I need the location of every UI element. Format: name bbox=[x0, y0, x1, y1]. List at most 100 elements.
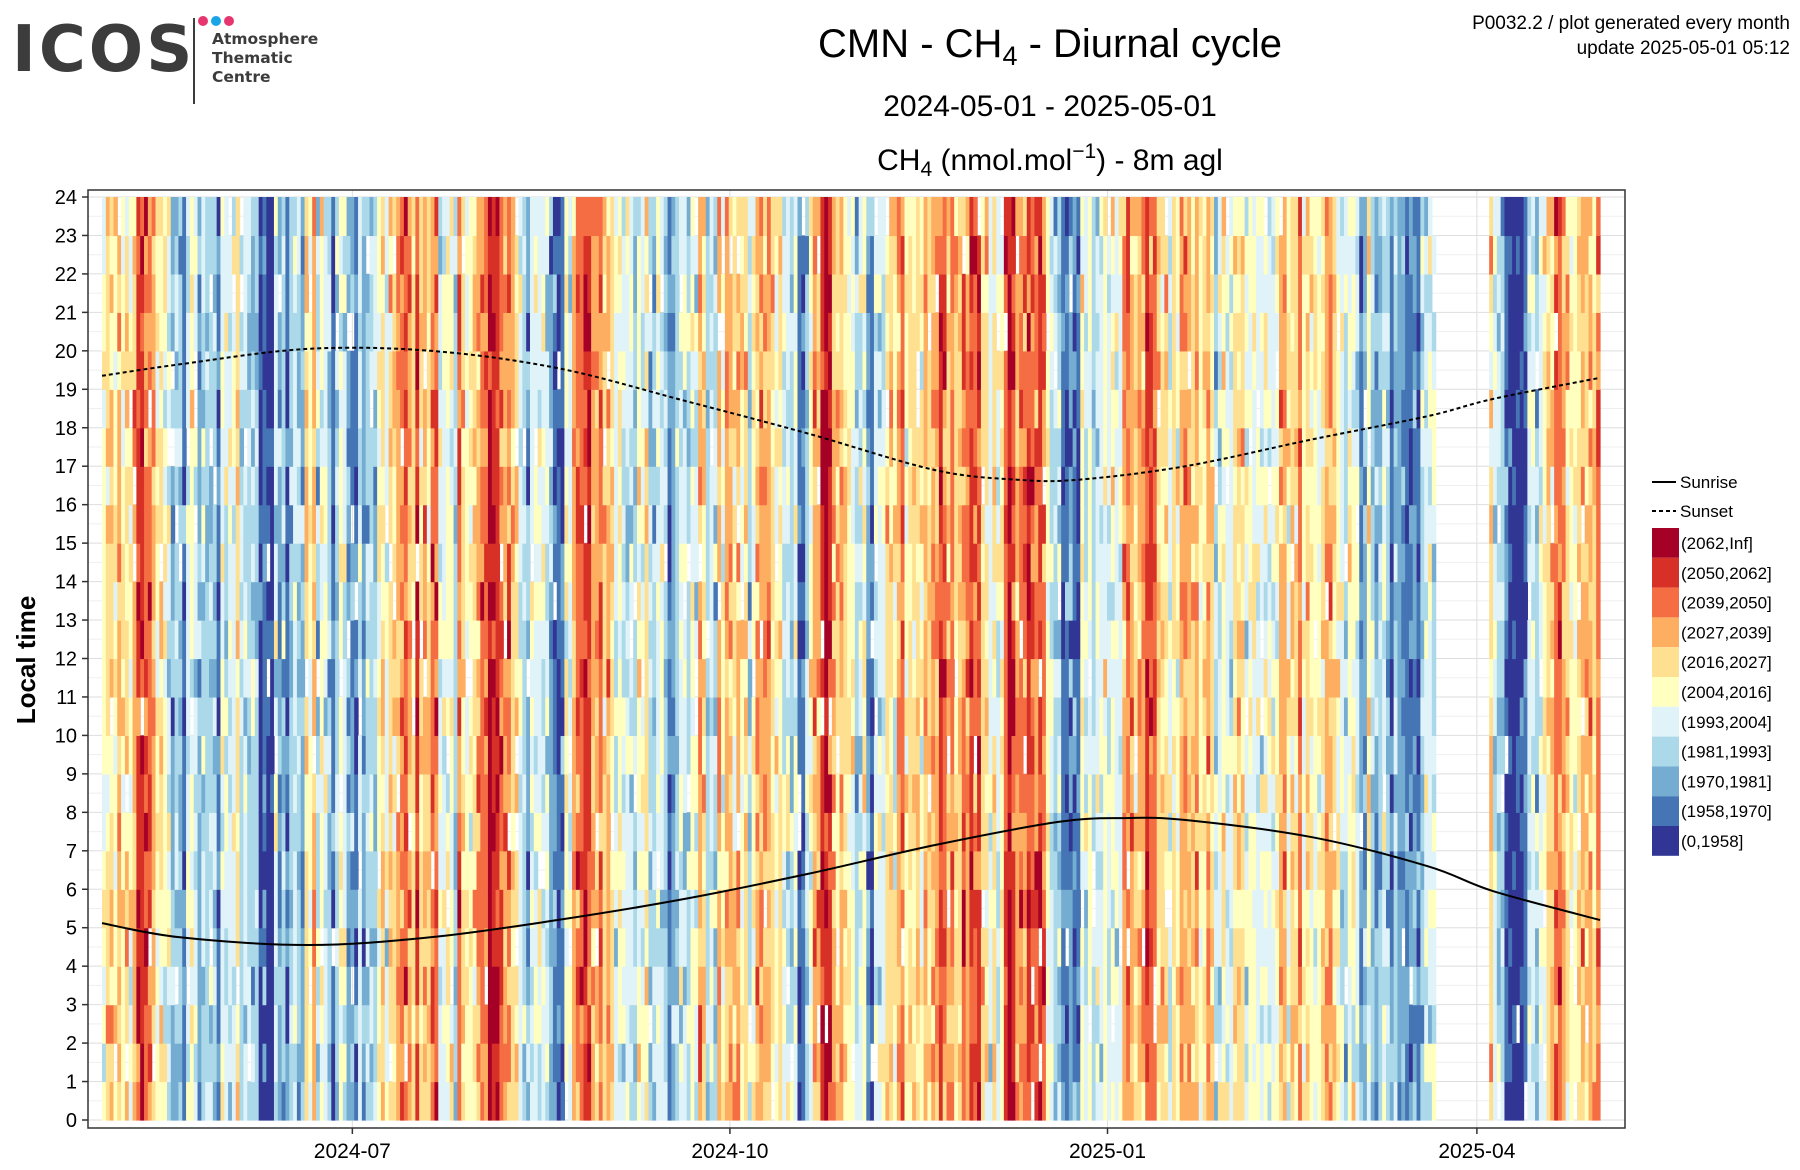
heatmap-cell bbox=[400, 1004, 405, 1044]
heatmap-cell bbox=[170, 235, 176, 275]
heatmap-cell bbox=[541, 620, 546, 660]
heatmap-cell bbox=[449, 543, 455, 583]
heatmap-cell bbox=[659, 850, 665, 890]
heatmap-cell bbox=[579, 927, 585, 967]
heatmap-cell bbox=[423, 620, 428, 660]
heatmap-cell bbox=[854, 197, 860, 237]
heatmap-cell bbox=[763, 504, 768, 544]
heatmap-cell bbox=[419, 504, 424, 544]
heatmap-cell bbox=[701, 581, 707, 621]
heatmap-cell bbox=[629, 927, 634, 967]
heatmap-cell bbox=[663, 312, 669, 352]
heatmap-cell bbox=[652, 197, 657, 237]
heatmap-cell bbox=[300, 889, 306, 929]
heatmap-cell bbox=[358, 620, 363, 660]
heatmap-cell bbox=[338, 696, 344, 737]
heatmap-cell bbox=[908, 1081, 913, 1121]
heatmap-cell bbox=[782, 543, 787, 583]
heatmap-cell bbox=[144, 812, 149, 852]
heatmap-cell bbox=[793, 504, 799, 544]
heatmap-cell bbox=[858, 620, 864, 660]
heatmap-cell bbox=[220, 389, 225, 429]
heatmap-cell bbox=[411, 927, 416, 967]
heatmap-cell bbox=[445, 927, 451, 967]
heatmap-cell bbox=[419, 658, 424, 698]
heatmap-cell bbox=[182, 658, 187, 698]
heatmap-cell bbox=[591, 235, 596, 275]
heatmap-cell bbox=[862, 543, 867, 583]
heatmap-cell bbox=[296, 350, 302, 390]
heatmap-cell bbox=[170, 1081, 176, 1121]
heatmap-cell bbox=[518, 696, 523, 737]
heatmap-cell bbox=[281, 350, 287, 390]
heatmap-cell bbox=[572, 543, 577, 583]
heatmap-cell bbox=[724, 235, 730, 275]
heatmap-cell bbox=[686, 350, 692, 390]
heatmap-cell bbox=[251, 812, 256, 852]
heatmap-cell bbox=[717, 812, 722, 852]
heatmap-cell bbox=[583, 735, 588, 775]
heatmap-cell bbox=[728, 427, 734, 467]
heatmap-cell bbox=[323, 273, 329, 313]
heatmap-cell bbox=[828, 197, 833, 237]
heatmap-cell bbox=[377, 620, 382, 660]
heatmap-cell bbox=[102, 350, 107, 390]
heatmap-cell bbox=[396, 1081, 401, 1121]
heatmap-cell bbox=[163, 927, 168, 967]
heatmap-cell bbox=[266, 1043, 271, 1083]
heatmap-cell bbox=[457, 850, 462, 890]
heatmap-cell bbox=[140, 235, 145, 275]
heatmap-cell bbox=[503, 350, 508, 390]
heatmap-cell bbox=[671, 427, 676, 467]
heatmap-cell bbox=[721, 620, 726, 660]
heatmap-cell bbox=[778, 235, 783, 275]
heatmap-cell bbox=[151, 466, 157, 506]
heatmap-cell bbox=[472, 504, 478, 544]
heatmap-cell bbox=[789, 850, 795, 890]
heatmap-cell bbox=[893, 350, 898, 390]
heatmap-cell bbox=[178, 1004, 183, 1044]
heatmap-cell bbox=[147, 466, 153, 506]
heatmap-cell bbox=[495, 850, 501, 890]
heatmap-cell bbox=[144, 1081, 149, 1121]
heatmap-cell bbox=[342, 427, 348, 467]
heatmap-cell bbox=[824, 504, 829, 544]
heatmap-cell bbox=[124, 966, 130, 1006]
heatmap-cell bbox=[113, 658, 118, 698]
heatmap-cell bbox=[193, 773, 199, 813]
heatmap-cell bbox=[216, 1043, 222, 1083]
heatmap-cell bbox=[144, 1004, 149, 1044]
heatmap-cell bbox=[663, 466, 669, 506]
heatmap-cell bbox=[117, 389, 122, 429]
heatmap-cell bbox=[373, 581, 378, 621]
heatmap-cell bbox=[117, 696, 122, 737]
heatmap-cell bbox=[507, 427, 512, 467]
heatmap-cell bbox=[893, 735, 898, 775]
heatmap-cell bbox=[812, 812, 818, 852]
heatmap-cell bbox=[430, 389, 436, 429]
heatmap-cell bbox=[365, 389, 371, 429]
heatmap-cell bbox=[552, 504, 558, 544]
heatmap-cell bbox=[228, 658, 233, 698]
heatmap-cell bbox=[640, 543, 646, 583]
heatmap-cell bbox=[778, 466, 783, 506]
heatmap-cell bbox=[396, 197, 401, 237]
heatmap-cell bbox=[491, 696, 497, 737]
heatmap-cell bbox=[415, 620, 420, 660]
heatmap-cell bbox=[759, 350, 764, 390]
heatmap-cell bbox=[663, 850, 669, 890]
heatmap-cell bbox=[629, 658, 634, 698]
heatmap-cell bbox=[144, 966, 149, 1006]
heatmap-cell bbox=[426, 1004, 432, 1044]
heatmap-cell bbox=[694, 1043, 699, 1083]
heatmap-cell bbox=[400, 235, 405, 275]
heatmap-cell bbox=[170, 543, 176, 583]
heatmap-cell bbox=[560, 389, 565, 429]
heatmap-cell bbox=[174, 389, 180, 429]
heatmap-cell bbox=[358, 197, 363, 237]
heatmap-cell bbox=[889, 850, 894, 890]
heatmap-cell bbox=[361, 273, 367, 313]
heatmap-cell bbox=[277, 466, 283, 506]
heatmap-cell bbox=[121, 1004, 126, 1044]
heatmap-cell bbox=[801, 427, 806, 467]
